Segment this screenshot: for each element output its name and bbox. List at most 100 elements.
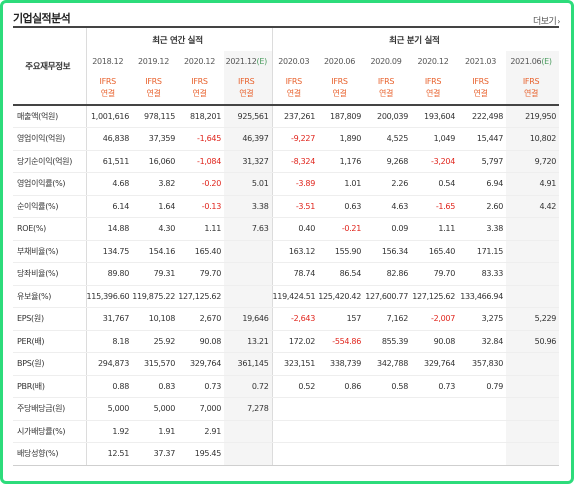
table-cell: 154.16 [132, 239, 178, 263]
table-cell: 7,162 [364, 307, 412, 331]
table-cell: 342,788 [364, 352, 412, 376]
table-cell [506, 285, 560, 308]
table-cell: 133,466.94 [458, 285, 507, 308]
ifrs-standard: IFRS [99, 76, 117, 86]
table-cell: 37,359 [132, 127, 178, 151]
table-row: 당좌비율(%) 89.80 79.31 79.70 78.74 86.54 82.86 79.… [13, 262, 560, 286]
table-cell: 222,498 [458, 104, 507, 128]
table-cell: 237,261 [271, 104, 319, 128]
table-cell: 818,201 [178, 104, 224, 128]
table-cell: -9,227 [271, 127, 319, 151]
quarterly-group-header: 최근 분기 실적 [271, 26, 560, 51]
table-cell: 15,447 [458, 127, 507, 151]
table-cell: 5.01 [224, 172, 273, 196]
table-cell: 294,873 [85, 352, 132, 376]
table-cell: 5,000 [85, 397, 132, 421]
table-cell: 2.91 [178, 420, 224, 443]
table-cell: 4.30 [132, 217, 178, 241]
section-title: 기업실적분석 [13, 12, 71, 25]
table-cell: 1,001,616 [85, 104, 132, 128]
table-row: 영업이익률(%) 4.68 3.82 -0.20 5.01 -3.89 1.01 2.26 0.… [13, 172, 560, 196]
table-cell [224, 262, 273, 286]
table-cell: 4.68 [85, 172, 132, 196]
table-cell: 1,049 [411, 127, 459, 151]
period-header: 2018.12 [85, 51, 132, 71]
table-cell: -554.86 [318, 330, 365, 353]
row-label: BPS(원) [13, 352, 86, 376]
ifrs-consolidated: 연결 [523, 88, 539, 98]
ifrs-label: IFRS 연결 [178, 71, 224, 105]
table-cell: 14.88 [85, 217, 132, 241]
table-cell [458, 420, 507, 443]
period-header: 2020.06 [318, 51, 364, 71]
ifrs-consolidated: 연결 [332, 88, 347, 98]
table-cell: 2.60 [458, 195, 507, 218]
table-cell [458, 442, 507, 466]
table-cell: 855.39 [364, 330, 412, 353]
table-cell: 155.90 [318, 239, 365, 263]
table-cell: 0.58 [364, 375, 412, 398]
period-header: 2020.12 [178, 51, 224, 71]
estimate-mark: (E) [256, 56, 268, 66]
table-cell: -2,007 [411, 307, 459, 331]
table-cell [224, 285, 273, 308]
table-cell [411, 442, 459, 466]
table-cell: 1.92 [85, 420, 132, 443]
table-cell: 0.83 [132, 375, 178, 398]
table-cell: 61,511 [85, 150, 132, 173]
row-label: 당좌비율(%) [13, 262, 86, 286]
table-cell: -2,643 [271, 307, 319, 331]
row-label: 매출액(억원) [13, 104, 86, 128]
ifrs-consolidated: 연결 [286, 88, 301, 98]
table-cell: 78.74 [271, 262, 319, 286]
table-cell: 46,838 [85, 127, 132, 151]
table-row: PER(배) 8.18 25.92 90.08 13.21 172.02 -554.86 85… [13, 330, 560, 353]
table-cell: 89.80 [85, 262, 132, 286]
table-cell [458, 397, 507, 421]
table-cell: 12.51 [85, 442, 132, 466]
table-cell: -1,645 [178, 127, 224, 151]
table-cell: 200,039 [364, 104, 412, 128]
table-cell: 25.92 [132, 330, 178, 353]
ifrs-standard: IFRS [191, 76, 208, 86]
period-header: 2020.03 [271, 51, 319, 71]
period-label: 2020.12 [184, 56, 215, 66]
table-row: 당기순이익(억원) 61,511 16,060 -1,084 31,327 -8,324 1… [13, 150, 560, 173]
ifrs-label: IFRS 연결 [271, 71, 319, 105]
period-label: 2020.03 [278, 56, 310, 66]
table-cell: 4.91 [506, 172, 560, 196]
table-cell: -0.20 [178, 172, 224, 196]
table-cell: 83.33 [458, 262, 507, 286]
table-cell [506, 375, 560, 398]
table-row: 매출액(억원) 1,001,616 978,115 818,201 925,561 237… [13, 104, 560, 128]
table-cell: -3,204 [411, 150, 459, 173]
table-cell: 165.40 [411, 239, 459, 263]
row-label: 영업이익(억원) [13, 127, 86, 151]
table-cell: 0.86 [318, 375, 365, 398]
table-cell: 46,397 [224, 127, 273, 151]
row-label: 순이익률(%) [13, 195, 86, 218]
table-cell: 1.11 [178, 217, 224, 241]
table-cell [318, 420, 365, 443]
table-row: 주당배당금(원) 5,000 5,000 7,000 7,278 [13, 397, 560, 421]
table-cell: 323,151 [271, 352, 319, 376]
row-header-label: 주요재무정보 [13, 26, 86, 105]
table-cell: 125,420.42 [318, 285, 365, 308]
table-cell: 6.14 [85, 195, 132, 218]
row-label: 유보율(%) [13, 285, 86, 308]
table-cell: -1.65 [411, 195, 459, 218]
table-cell: 157 [318, 307, 365, 331]
table-cell: 5,000 [132, 397, 178, 421]
table-cell: 0.73 [178, 375, 224, 398]
table-cell: 0.52 [271, 375, 319, 398]
period-label: 2019.12 [138, 56, 169, 66]
table-cell [224, 420, 273, 443]
table-cell [411, 397, 459, 421]
table-cell: 79.70 [411, 262, 459, 286]
row-label: 배당성향(%) [13, 442, 86, 466]
ifrs-label: IFRS 연결 [224, 71, 273, 105]
period-label: 2021.12 [225, 56, 257, 66]
table-cell: 357,830 [458, 352, 507, 376]
table-cell: 4.63 [364, 195, 412, 218]
more-link[interactable]: 더보기› [533, 14, 560, 27]
